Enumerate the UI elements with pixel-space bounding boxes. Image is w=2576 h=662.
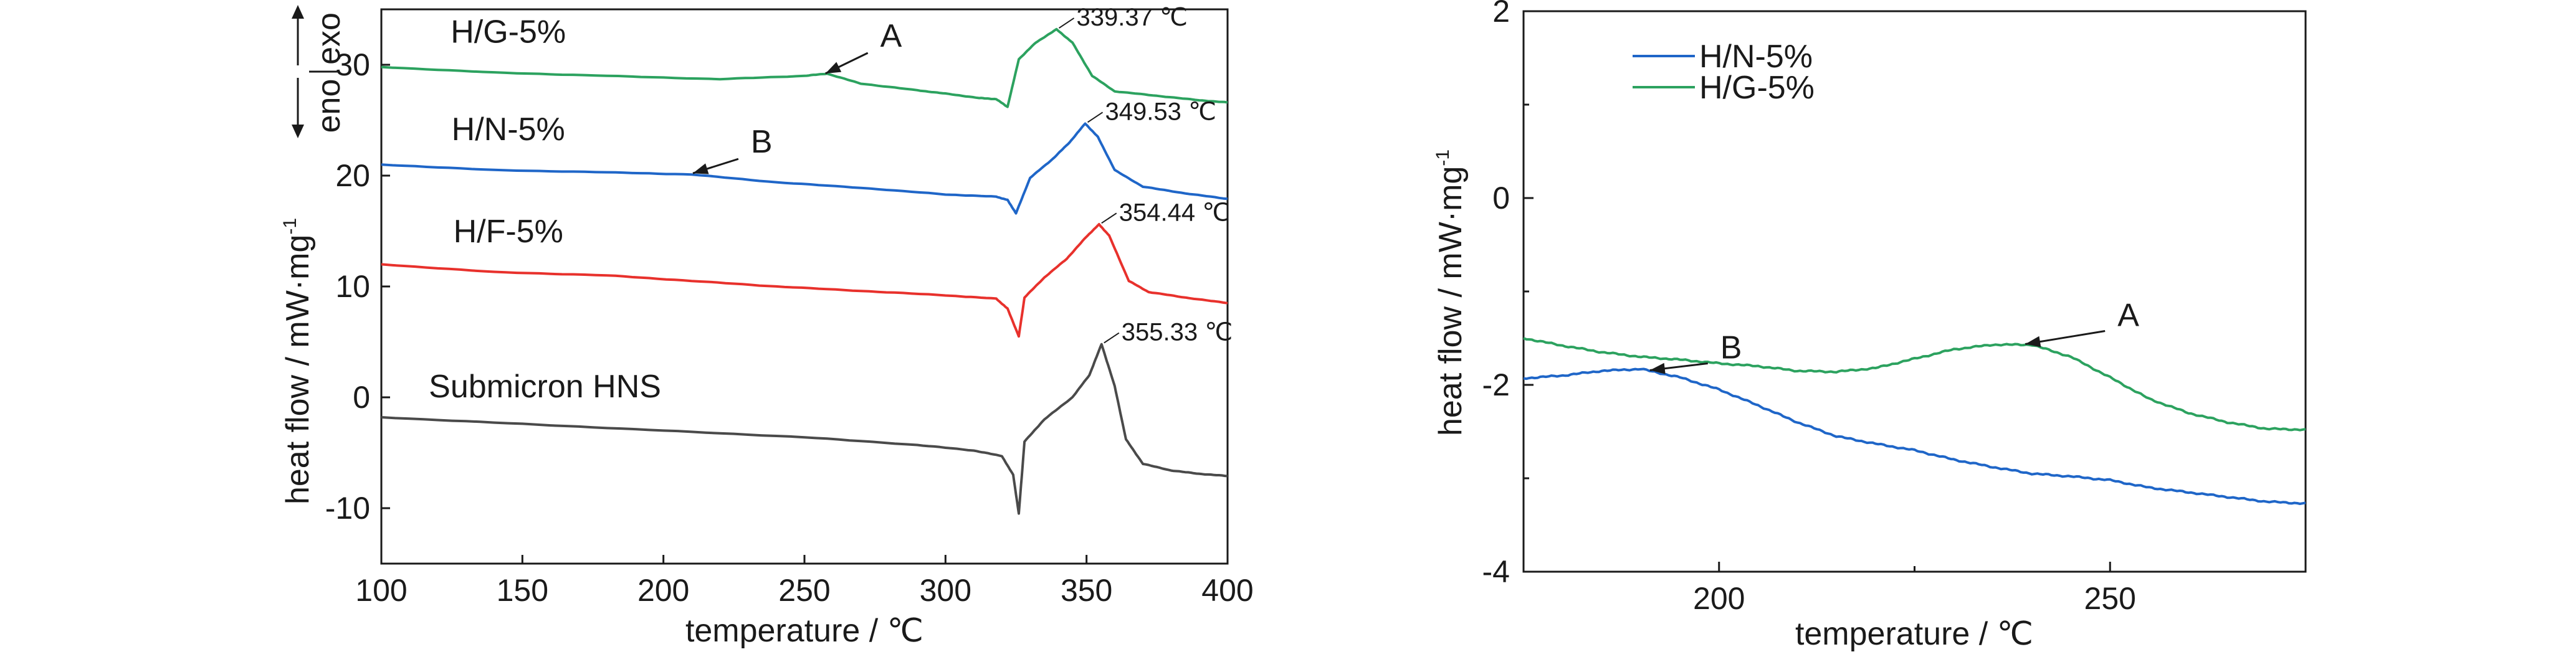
- left-ticks: 100 150 200 250 300 350 400 -10 0 10 20 30: [325, 47, 1254, 608]
- left-x-tick-label: 200: [637, 573, 689, 608]
- left-y-tick-label: 10: [335, 269, 370, 304]
- right-y-axis-title-superscript: -1: [1433, 149, 1453, 166]
- left-plot-frame: [380, 8, 1229, 565]
- peak-leader-line: [1104, 332, 1120, 344]
- left-x-tick-label: 150: [497, 573, 548, 608]
- right-legend: H/N-5%H/G-5%: [1633, 39, 1815, 106]
- peak-leader-line: [1058, 17, 1075, 29]
- left-series-line-submicron-hns: [381, 343, 1228, 515]
- left-x-tick-label: 250: [778, 573, 830, 608]
- left-x-tick-label: 100: [355, 573, 407, 608]
- right-y-axis-title-main: heat flow / mW·mg: [1433, 166, 1469, 436]
- left-x-axis-title: temperature / ℃: [685, 613, 923, 649]
- left-x-tick-label: 300: [920, 573, 971, 608]
- right-marker-arrow-a-head: [2025, 336, 2041, 348]
- peak-label-h-g-5: 339.37 ℃: [1077, 4, 1188, 31]
- left-series-line-h-n-5: [381, 122, 1228, 215]
- endo-label: eno: [311, 79, 347, 133]
- right-marker-arrow-b-head: [1649, 362, 1666, 374]
- left-marker-arrow-a-head: [825, 62, 842, 74]
- peak-label-h-n-5: 349.53 ℃: [1105, 98, 1216, 125]
- right-y-tick-label: -4: [1482, 554, 1510, 589]
- left-series-line-h-g-5: [381, 27, 1228, 108]
- exo-label: exo: [311, 12, 347, 65]
- right-y-axis-title: heat flow / mW·mg-1: [1433, 149, 1469, 436]
- left-y-axis-title: heat flow / mW·mg-1: [280, 218, 316, 504]
- right-y-tick-label: -2: [1482, 367, 1510, 402]
- left-y-tick-label: 20: [335, 158, 370, 193]
- left-y-tick-label: 0: [353, 380, 370, 415]
- left-x-tick-label: 400: [1201, 573, 1253, 608]
- right-ticks: 200 250 -4 -2 0 2: [1482, 0, 2307, 616]
- right-plot-frame: [1522, 10, 2307, 573]
- left-curve-label-h-n-5: H/N-5%: [452, 111, 565, 148]
- left-annotations: H/G-5% H/N-5% H/F-5% Submicron HNS 339.37 ℃ 3…: [429, 4, 1233, 405]
- right-x-tick-label: 250: [2084, 581, 2136, 616]
- right-x-tick-label: 200: [1693, 581, 1745, 616]
- left-curve-label-submicron-hns: Submicron HNS: [429, 369, 661, 405]
- left-y-axis-title-superscript: -1: [280, 218, 300, 235]
- exo-endo-indicator: exo eno: [292, 5, 347, 138]
- peak-label-h-f-5: 354.44 ℃: [1119, 199, 1230, 226]
- left-curve-label-h-f-5: H/F-5%: [454, 214, 563, 250]
- right-series-line-h-n-5: [1523, 367, 2306, 505]
- right-annotations: AB: [1649, 298, 2139, 374]
- exo-arrow-head: [292, 5, 304, 19]
- left-x-tick-label: 350: [1061, 573, 1112, 608]
- right-y-tick-label: 0: [1492, 181, 1510, 215]
- left-y-axis-title-main: heat flow / mW·mg: [280, 235, 316, 504]
- peak-leader-line: [1101, 212, 1117, 224]
- left-y-tick-label: -10: [325, 491, 370, 526]
- left-marker-label-b: B: [751, 124, 773, 160]
- peak-leader-line: [1087, 111, 1104, 123]
- right-chart: 200 250-4-202 AB H/N-5%H/G-5% temperature…: [1433, 0, 2307, 652]
- endo-arrow-head: [292, 125, 304, 138]
- right-series: [1523, 337, 2306, 505]
- legend-label-h-n-5: H/N-5%: [1699, 39, 1813, 75]
- left-curve-label-h-g-5: H/G-5%: [451, 14, 566, 50]
- right-marker-label-a: A: [2117, 298, 2139, 334]
- left-marker-label-a: A: [880, 18, 902, 54]
- right-marker-label-b: B: [1720, 330, 1742, 366]
- right-x-axis-title: temperature / ℃: [1795, 616, 2033, 652]
- peak-label-submicron-hns: 355.33 ℃: [1122, 319, 1233, 346]
- right-series-line-h-g-5: [1523, 337, 2306, 432]
- left-series-line-h-f-5: [381, 223, 1228, 338]
- left-y-tick-label: 30: [335, 47, 370, 82]
- legend-label-h-g-5: H/G-5%: [1699, 70, 1815, 106]
- left-marker-arrow-b-head: [692, 163, 709, 174]
- left-series: [381, 27, 1228, 515]
- right-y-tick-label: 2: [1492, 0, 1510, 29]
